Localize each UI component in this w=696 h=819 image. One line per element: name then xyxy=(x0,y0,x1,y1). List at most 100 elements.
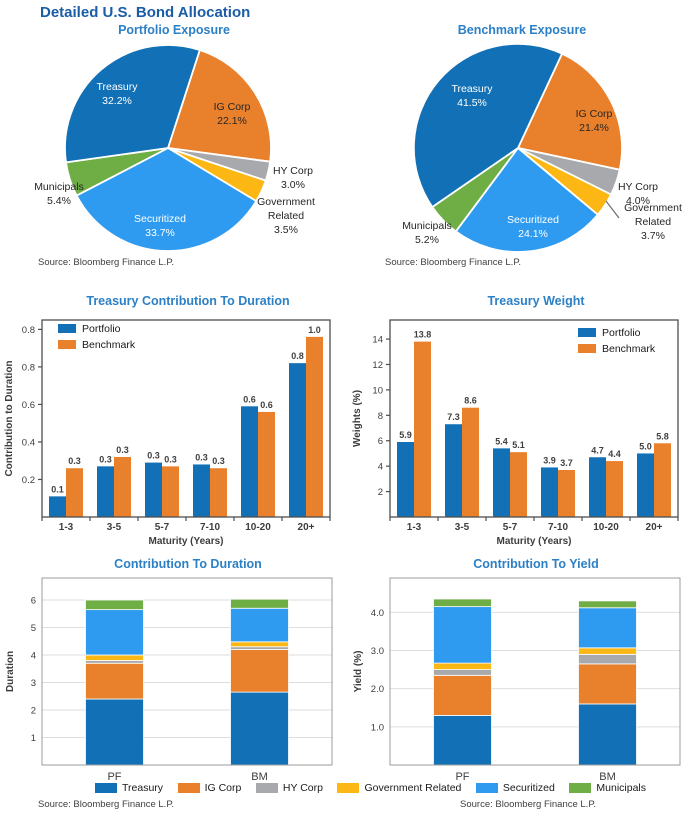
bar-value-label: 5.1 xyxy=(512,440,525,450)
y-tick-label: 8 xyxy=(378,411,383,422)
x-category-label: BM xyxy=(599,771,616,783)
bar-value-label: 0.3 xyxy=(99,454,112,464)
contribution-yield-title: Contribution To Yield xyxy=(473,557,599,571)
stack-segment-bm-securitized xyxy=(230,607,289,643)
plot-frame xyxy=(41,577,333,766)
y-tick-label: 0.8 xyxy=(22,362,35,373)
bar-portfolio-5-7 xyxy=(493,448,510,517)
legend-swatch-portfolio xyxy=(58,324,76,333)
y-tick-label: 1 xyxy=(31,733,36,744)
stack-segment-pf-treasury xyxy=(85,698,144,766)
bar-benchmark-5-7 xyxy=(510,452,527,517)
pie-label-government-related: Government xyxy=(257,196,315,208)
stack-segment-bm-ig-corp xyxy=(578,663,637,705)
pie-label-securitized: 33.7% xyxy=(145,227,175,239)
stack-segment-bm-treasury xyxy=(230,691,289,766)
legend-item-securitized: Securitized xyxy=(475,782,555,794)
bar-value-label: 0.3 xyxy=(164,454,177,464)
pie-label-securitized: Securitized xyxy=(507,214,559,226)
stack-segment-bm-treasury xyxy=(578,703,637,766)
y-axis-label: Contribution to Duration xyxy=(4,360,15,476)
bar-benchmark-3-5 xyxy=(114,456,131,517)
x-tick-label: 1-3 xyxy=(407,522,422,533)
y-tick-label: 4 xyxy=(31,651,36,662)
pie-label-municipals: 5.4% xyxy=(47,195,71,207)
bar-value-label: 3.7 xyxy=(560,458,573,468)
legend-swatch-securitized xyxy=(475,783,498,793)
x-axis-label: Maturity (Years) xyxy=(496,536,571,547)
contribution-to-duration-chart: 1 2 3 4 5 6 PF BM Duration xyxy=(5,577,333,783)
bar-benchmark-5-7 xyxy=(162,466,179,517)
pie-slice-ig-corp xyxy=(167,49,272,163)
source-note-duration-chart: Source: Bloomberg Finance L.P. xyxy=(38,799,175,810)
source-note-benchmark-pie: Source: Bloomberg Finance L.P. xyxy=(385,257,522,268)
legend-swatch-benchmark xyxy=(578,344,596,353)
benchmark-exposure-pie-chart: Treasury 41.5% IG Corp 21.4% HY Corp 4.0%Gove… xyxy=(402,43,682,253)
stack-segment-bm-government-related xyxy=(578,647,637,655)
legend-label: Government Related xyxy=(364,782,462,794)
pie-label-government-related: 3.5% xyxy=(274,224,298,236)
leader-line xyxy=(605,200,620,219)
bar-value-label: 0.3 xyxy=(195,452,208,462)
bar-portfolio-7-10 xyxy=(193,464,210,517)
x-category-label: PF xyxy=(107,771,121,783)
stack-segment-pf-government-related xyxy=(85,654,144,661)
plot-frame xyxy=(41,319,331,518)
y-tick-label: 0.6 xyxy=(22,400,35,411)
bar-benchmark-20+ xyxy=(306,336,323,517)
pie-label-securitized: Securitized xyxy=(134,213,186,225)
sector-legend: Treasury IG Corp HY Corp Government Related… xyxy=(95,782,646,794)
bar-benchmark-7-10 xyxy=(210,468,227,517)
bar-value-label: 0.3 xyxy=(147,451,160,461)
bar-value-label: 13.8 xyxy=(414,330,432,340)
stack-segment-pf-municipals xyxy=(433,598,492,608)
bar-portfolio-20+ xyxy=(289,363,306,517)
pie-label-government-related: Government xyxy=(624,202,682,214)
x-tick-label: 10-20 xyxy=(245,522,271,533)
bar-portfolio-7-10 xyxy=(541,467,558,517)
legend-item-treasury: Treasury xyxy=(95,782,163,794)
bar-portfolio-5-7 xyxy=(145,462,162,517)
y-tick-label: 12 xyxy=(372,360,383,371)
legend-item-government-related: Government Related xyxy=(337,782,461,794)
bar-value-label: 1.0 xyxy=(308,325,321,335)
stack-segment-pf-government-related xyxy=(433,662,492,670)
contribution-duration-title: Contribution To Duration xyxy=(114,557,262,571)
bar-value-label: 5.8 xyxy=(656,431,669,441)
bar-portfolio-20+ xyxy=(637,453,654,517)
y-tick-label: 2 xyxy=(378,487,383,498)
stack-segment-pf-securitized xyxy=(85,609,144,656)
legend-swatch-government-related xyxy=(337,783,360,793)
y-tick-label: 2 xyxy=(31,706,36,717)
pie-label-treasury: Treasury xyxy=(451,83,493,95)
x-tick-label: 1-3 xyxy=(59,522,74,533)
y-tick-label: 14 xyxy=(372,335,383,346)
portfolio-exposure-pie-chart: Treasury 32.2% IG Corp 22.1% HY Corp 3.0% Gove… xyxy=(34,44,315,252)
legend-label-portfolio: Portfolio xyxy=(82,323,121,335)
source-note-yield-chart: Source: Bloomberg Finance L.P. xyxy=(460,799,597,810)
y-tick-label: 0.8 xyxy=(22,325,35,336)
stack-segment-pf-ig-corp xyxy=(433,674,492,716)
pie-label-government-related: Related xyxy=(635,216,671,228)
stack-segment-pf-treasury xyxy=(433,714,492,766)
legend-label: Securitized xyxy=(502,782,555,794)
x-category-label: PF xyxy=(455,771,469,783)
pie-label-hy-corp: HY Corp xyxy=(273,165,313,177)
y-tick-label: 10 xyxy=(372,385,383,396)
bar-value-label: 4.4 xyxy=(608,449,621,459)
source-note-portfolio-pie: Source: Bloomberg Finance L.P. xyxy=(38,257,175,268)
x-tick-label: 20+ xyxy=(646,522,663,533)
x-category-label: BM xyxy=(251,771,268,783)
legend-label: Treasury xyxy=(122,782,164,794)
plot-frame xyxy=(389,577,681,766)
pie-label-municipals: Municipals xyxy=(402,220,452,232)
pie-label-ig-corp: IG Corp xyxy=(576,108,613,120)
bar-portfolio-10-20 xyxy=(589,457,606,517)
legend-swatch-treasury xyxy=(95,783,117,793)
legend-label: HY Corp xyxy=(282,782,323,794)
stack-segment-bm-securitized xyxy=(578,607,637,649)
legend-label-benchmark: Benchmark xyxy=(82,339,136,351)
pie-slice-treasury xyxy=(64,44,201,164)
benchmark-pie-title: Benchmark Exposure xyxy=(457,23,587,37)
x-tick-label: 7-10 xyxy=(548,522,568,533)
